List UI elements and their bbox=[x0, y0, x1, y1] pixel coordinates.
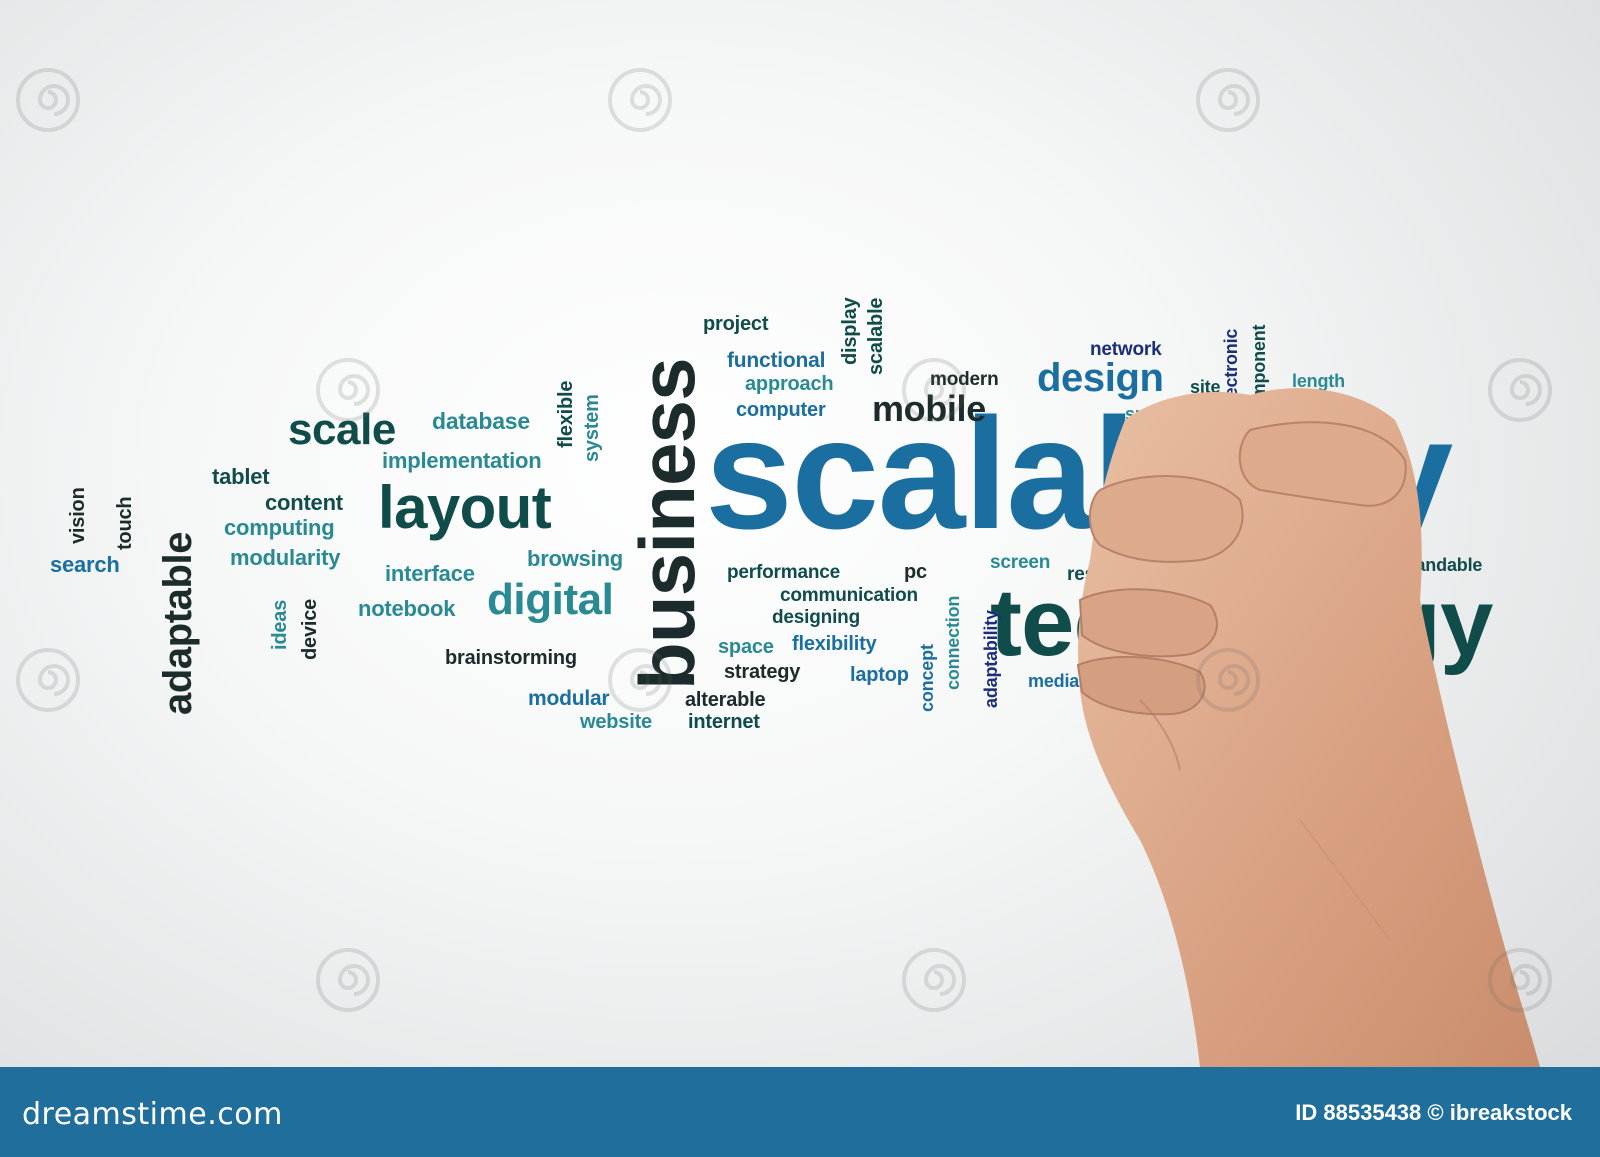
word-content: content bbox=[265, 490, 343, 515]
word-scale: scale bbox=[288, 405, 396, 454]
word-modern: modern bbox=[930, 369, 999, 390]
word-laptop: laptop bbox=[850, 664, 909, 686]
word-computer: computer bbox=[736, 399, 826, 421]
word-media: media bbox=[1028, 671, 1080, 691]
watermark-swirl-icon bbox=[316, 948, 380, 1012]
watermark-swirl-icon bbox=[902, 948, 966, 1012]
footer-image-id: ID 88535438 © ibreakstock bbox=[1295, 1100, 1572, 1125]
hand-with-marker-illustration bbox=[1076, 388, 1540, 1067]
watermark-swirl-icon bbox=[1196, 68, 1260, 132]
word-network: network bbox=[1090, 339, 1162, 360]
word-space: space bbox=[718, 636, 774, 658]
word-implementation: implementation bbox=[382, 448, 542, 473]
word-pc: pc bbox=[904, 561, 927, 583]
word-design: design bbox=[1037, 356, 1164, 400]
word-alterable: alterable bbox=[685, 689, 766, 711]
watermark-swirl-icon bbox=[16, 68, 80, 132]
word-length: length bbox=[1292, 371, 1345, 391]
word-mobile: mobile bbox=[872, 388, 986, 429]
word-modularity: modularity bbox=[230, 545, 341, 570]
watermark-swirl-icon bbox=[608, 648, 672, 712]
word-database: database bbox=[432, 408, 530, 434]
word-tablet: tablet bbox=[212, 464, 270, 489]
word-functional: functional bbox=[727, 349, 826, 372]
word-brainstorming: brainstorming bbox=[445, 647, 577, 669]
word-notebook: notebook bbox=[358, 596, 456, 621]
word-approach: approach bbox=[745, 373, 834, 395]
word-site: site bbox=[1190, 377, 1221, 397]
word-designing: designing bbox=[772, 607, 861, 628]
word-interface: interface bbox=[385, 561, 475, 586]
word-project: project bbox=[703, 313, 769, 335]
footer-bar: dreamstime.com ID 88535438 © ibreakstock bbox=[0, 1067, 1600, 1157]
word-internet: internet bbox=[688, 711, 760, 733]
word-screen: screen bbox=[990, 552, 1051, 573]
watermark-swirl-icon bbox=[1488, 948, 1552, 1012]
watermark-swirl-icon bbox=[1196, 648, 1260, 712]
watermark-swirl-icon bbox=[316, 358, 380, 422]
word-website: website bbox=[580, 711, 652, 733]
word-layout: layout bbox=[378, 474, 552, 541]
word-computing: computing bbox=[224, 515, 335, 540]
word-modular: modular bbox=[528, 687, 610, 710]
footer-logo[interactable]: dreamstime.com bbox=[22, 1097, 283, 1132]
word-browsing: browsing bbox=[527, 546, 624, 571]
watermark-swirl-icon bbox=[1488, 358, 1552, 422]
word-digital: digital bbox=[487, 575, 614, 624]
word-strategy: strategy bbox=[724, 661, 801, 683]
watermark-swirl-icon bbox=[608, 68, 672, 132]
word-search: search bbox=[50, 552, 120, 577]
watermark-swirl-icon bbox=[902, 358, 966, 422]
word-flexibility: flexibility bbox=[792, 633, 877, 655]
word-communication: communication bbox=[780, 585, 918, 606]
watermark-swirl-icon bbox=[16, 648, 80, 712]
word-performance: performance bbox=[727, 562, 841, 583]
